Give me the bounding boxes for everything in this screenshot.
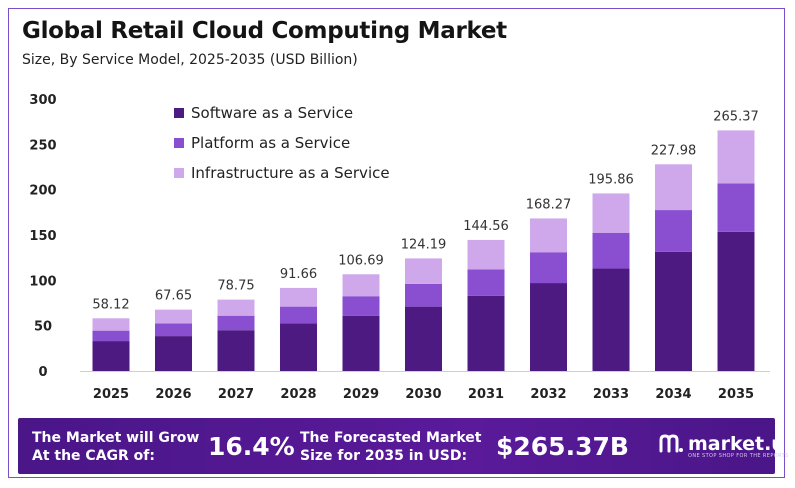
bar-segment xyxy=(342,296,380,316)
legend-swatch-iaas xyxy=(174,168,184,178)
y-tick-label: 250 xyxy=(29,138,56,153)
cagr-value: 16.4% xyxy=(208,432,295,461)
bar-segment xyxy=(92,318,130,331)
y-tick-label: 0 xyxy=(38,365,47,380)
x-tick-label: 2032 xyxy=(530,387,566,402)
legend-label-paas: Platform as a Service xyxy=(191,134,351,152)
legend-item-paas: Platform as a Service xyxy=(174,128,390,158)
bar-total-label: 67.65 xyxy=(155,289,192,304)
bar-segment xyxy=(217,330,255,371)
bar-chart: 0 50 100 150 200 250 300 58.12 2025 67.65 2026 78.7… xyxy=(29,93,770,402)
legend-swatch-paas xyxy=(174,138,184,148)
x-tick-label: 2027 xyxy=(218,387,254,402)
bar-segment xyxy=(592,193,630,233)
bar-segment xyxy=(467,239,505,270)
forecast-label: The Forecasted Market Size for 2035 in U… xyxy=(300,429,481,465)
footer-banner: The Market will Grow At the CAGR of: 16.… xyxy=(18,418,795,474)
bar-segment xyxy=(655,251,692,371)
bar-segment xyxy=(92,330,130,342)
bar-segment xyxy=(280,287,317,307)
y-tick-label: 150 xyxy=(29,229,56,244)
bar-segment xyxy=(405,258,442,284)
bar-segment xyxy=(467,295,505,371)
bar-segment xyxy=(217,315,255,331)
y-tick-label: 50 xyxy=(34,320,52,335)
brand-name: market.us xyxy=(688,433,795,455)
x-tick-label: 2028 xyxy=(280,387,316,402)
x-tick-label: 2029 xyxy=(343,387,379,402)
bar-total-label: 91.66 xyxy=(280,267,317,282)
bar-segment xyxy=(530,218,567,253)
bar-segment xyxy=(155,323,192,337)
bar-segment xyxy=(655,164,692,211)
bar-segment xyxy=(530,283,567,371)
bar-segment xyxy=(467,269,505,296)
market-us-logo-icon xyxy=(659,434,683,453)
bar-segment xyxy=(717,231,755,371)
bar-total-label: 144.56 xyxy=(463,219,509,234)
bar-segment xyxy=(405,283,442,307)
bar-segment xyxy=(530,252,567,284)
bar-segment xyxy=(280,306,317,324)
bar-segment xyxy=(342,274,380,297)
bar-segment xyxy=(405,306,442,371)
x-tick-label: 2030 xyxy=(405,387,441,402)
legend: Software as a Service Platform as a Serv… xyxy=(174,98,390,188)
bar-total-label: 78.75 xyxy=(217,279,254,294)
y-tick-label: 200 xyxy=(29,184,56,199)
chart-title: Global Retail Cloud Computing Market xyxy=(22,18,507,44)
forecast-value: $265.37B xyxy=(496,432,629,461)
legend-label-iaas: Infrastructure as a Service xyxy=(191,164,390,182)
bar-total-label: 227.98 xyxy=(651,143,697,158)
legend-swatch-saas xyxy=(174,108,184,118)
cagr-label: The Market will Grow At the CAGR of: xyxy=(32,429,199,465)
x-tick-label: 2035 xyxy=(718,387,754,402)
forecast-label-line2: Size for 2035 in USD: xyxy=(300,448,468,464)
legend-item-saas: Software as a Service xyxy=(174,98,390,128)
forecast-label-line1: The Forecasted Market xyxy=(300,430,482,446)
y-tick-label: 100 xyxy=(29,274,56,289)
bar-segment xyxy=(592,232,630,269)
x-tick-label: 2033 xyxy=(593,387,629,402)
bar-segment xyxy=(655,210,692,252)
legend-label-saas: Software as a Service xyxy=(191,104,354,122)
x-tick-label: 2034 xyxy=(655,387,691,402)
x-tick-label: 2025 xyxy=(93,387,129,402)
bar-total-label: 195.86 xyxy=(588,172,634,187)
bar-segment xyxy=(342,315,380,371)
bar-segment xyxy=(280,323,317,371)
bar-total-label: 124.19 xyxy=(401,237,447,252)
bar-total-label: 58.12 xyxy=(92,297,129,312)
bar-segment xyxy=(155,336,192,371)
y-tick-label: 300 xyxy=(29,93,56,108)
chart-subtitle: Size, By Service Model, 2025-2035 (USD B… xyxy=(22,52,358,68)
cagr-label-line1: The Market will Grow xyxy=(32,430,200,446)
legend-item-iaas: Infrastructure as a Service xyxy=(174,158,390,188)
bar-segment xyxy=(592,268,630,371)
x-tick-label: 2026 xyxy=(155,387,191,402)
brand-tagline: ONE STOP SHOP FOR THE REPORTS xyxy=(688,453,789,459)
x-tick-label: 2031 xyxy=(468,387,504,402)
bar-total-label: 265.37 xyxy=(713,109,759,124)
bar-total-label: 106.69 xyxy=(338,253,384,268)
bar-segment xyxy=(217,299,255,316)
cagr-label-line2: At the CAGR of: xyxy=(32,448,155,464)
bar-segment xyxy=(92,341,130,371)
bar-segment xyxy=(155,309,192,324)
bar-segment xyxy=(717,183,755,232)
bar-total-label: 168.27 xyxy=(526,197,572,212)
market-us-logo: market.us ONE STOP SHOP FOR THE REPORTS xyxy=(658,431,795,459)
bar-segment xyxy=(717,130,755,184)
